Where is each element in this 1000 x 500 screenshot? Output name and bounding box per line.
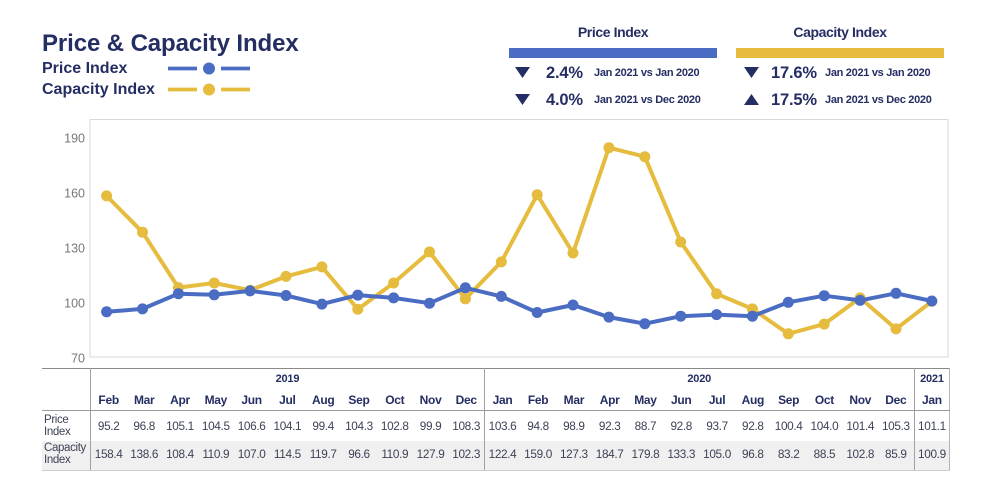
svg-text:190: 190 [64,132,85,146]
svg-text:100: 100 [64,297,85,311]
svg-text:160: 160 [64,187,85,201]
svg-text:130: 130 [64,242,85,256]
svg-text:70: 70 [71,352,85,366]
